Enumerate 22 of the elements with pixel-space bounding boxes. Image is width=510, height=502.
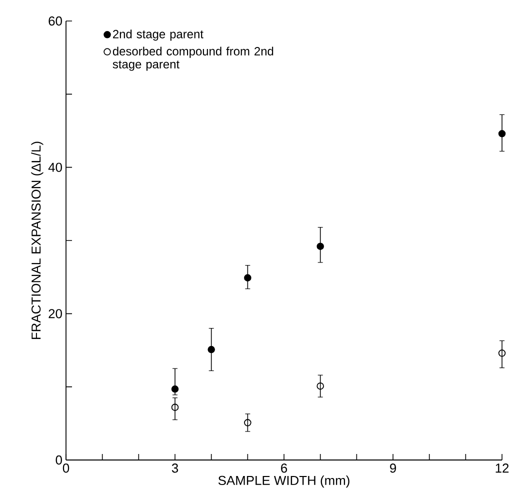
point [498, 350, 506, 357]
y-tick-label: 20 [48, 309, 62, 318]
point [171, 385, 179, 393]
legend-label: 2nd stage parent [113, 30, 204, 41]
point [244, 274, 252, 282]
x-tick-label: 3 [172, 464, 178, 473]
x-tick-label: 12 [496, 464, 509, 473]
point [316, 382, 324, 390]
y-tick-label: 60 [48, 16, 62, 26]
point [316, 242, 324, 250]
point [208, 346, 215, 354]
x-tick-label: 9 [390, 464, 396, 473]
point [244, 419, 252, 426]
legend-label: desorbed compound from 2nd stage parent [112, 46, 274, 71]
y-tick-label: 0 [56, 455, 62, 465]
y-axis-title: FRACTIONAL EXPANSION (ΔL/L) [31, 142, 44, 339]
point [498, 130, 506, 138]
x-tick-label: 0 [62, 464, 70, 473]
x-tick-label: 6 [281, 464, 288, 473]
y-tick-label: 40 [48, 162, 62, 172]
point [171, 404, 179, 411]
x-axis-title: SAMPLE WIDTH (mm) [218, 476, 350, 488]
